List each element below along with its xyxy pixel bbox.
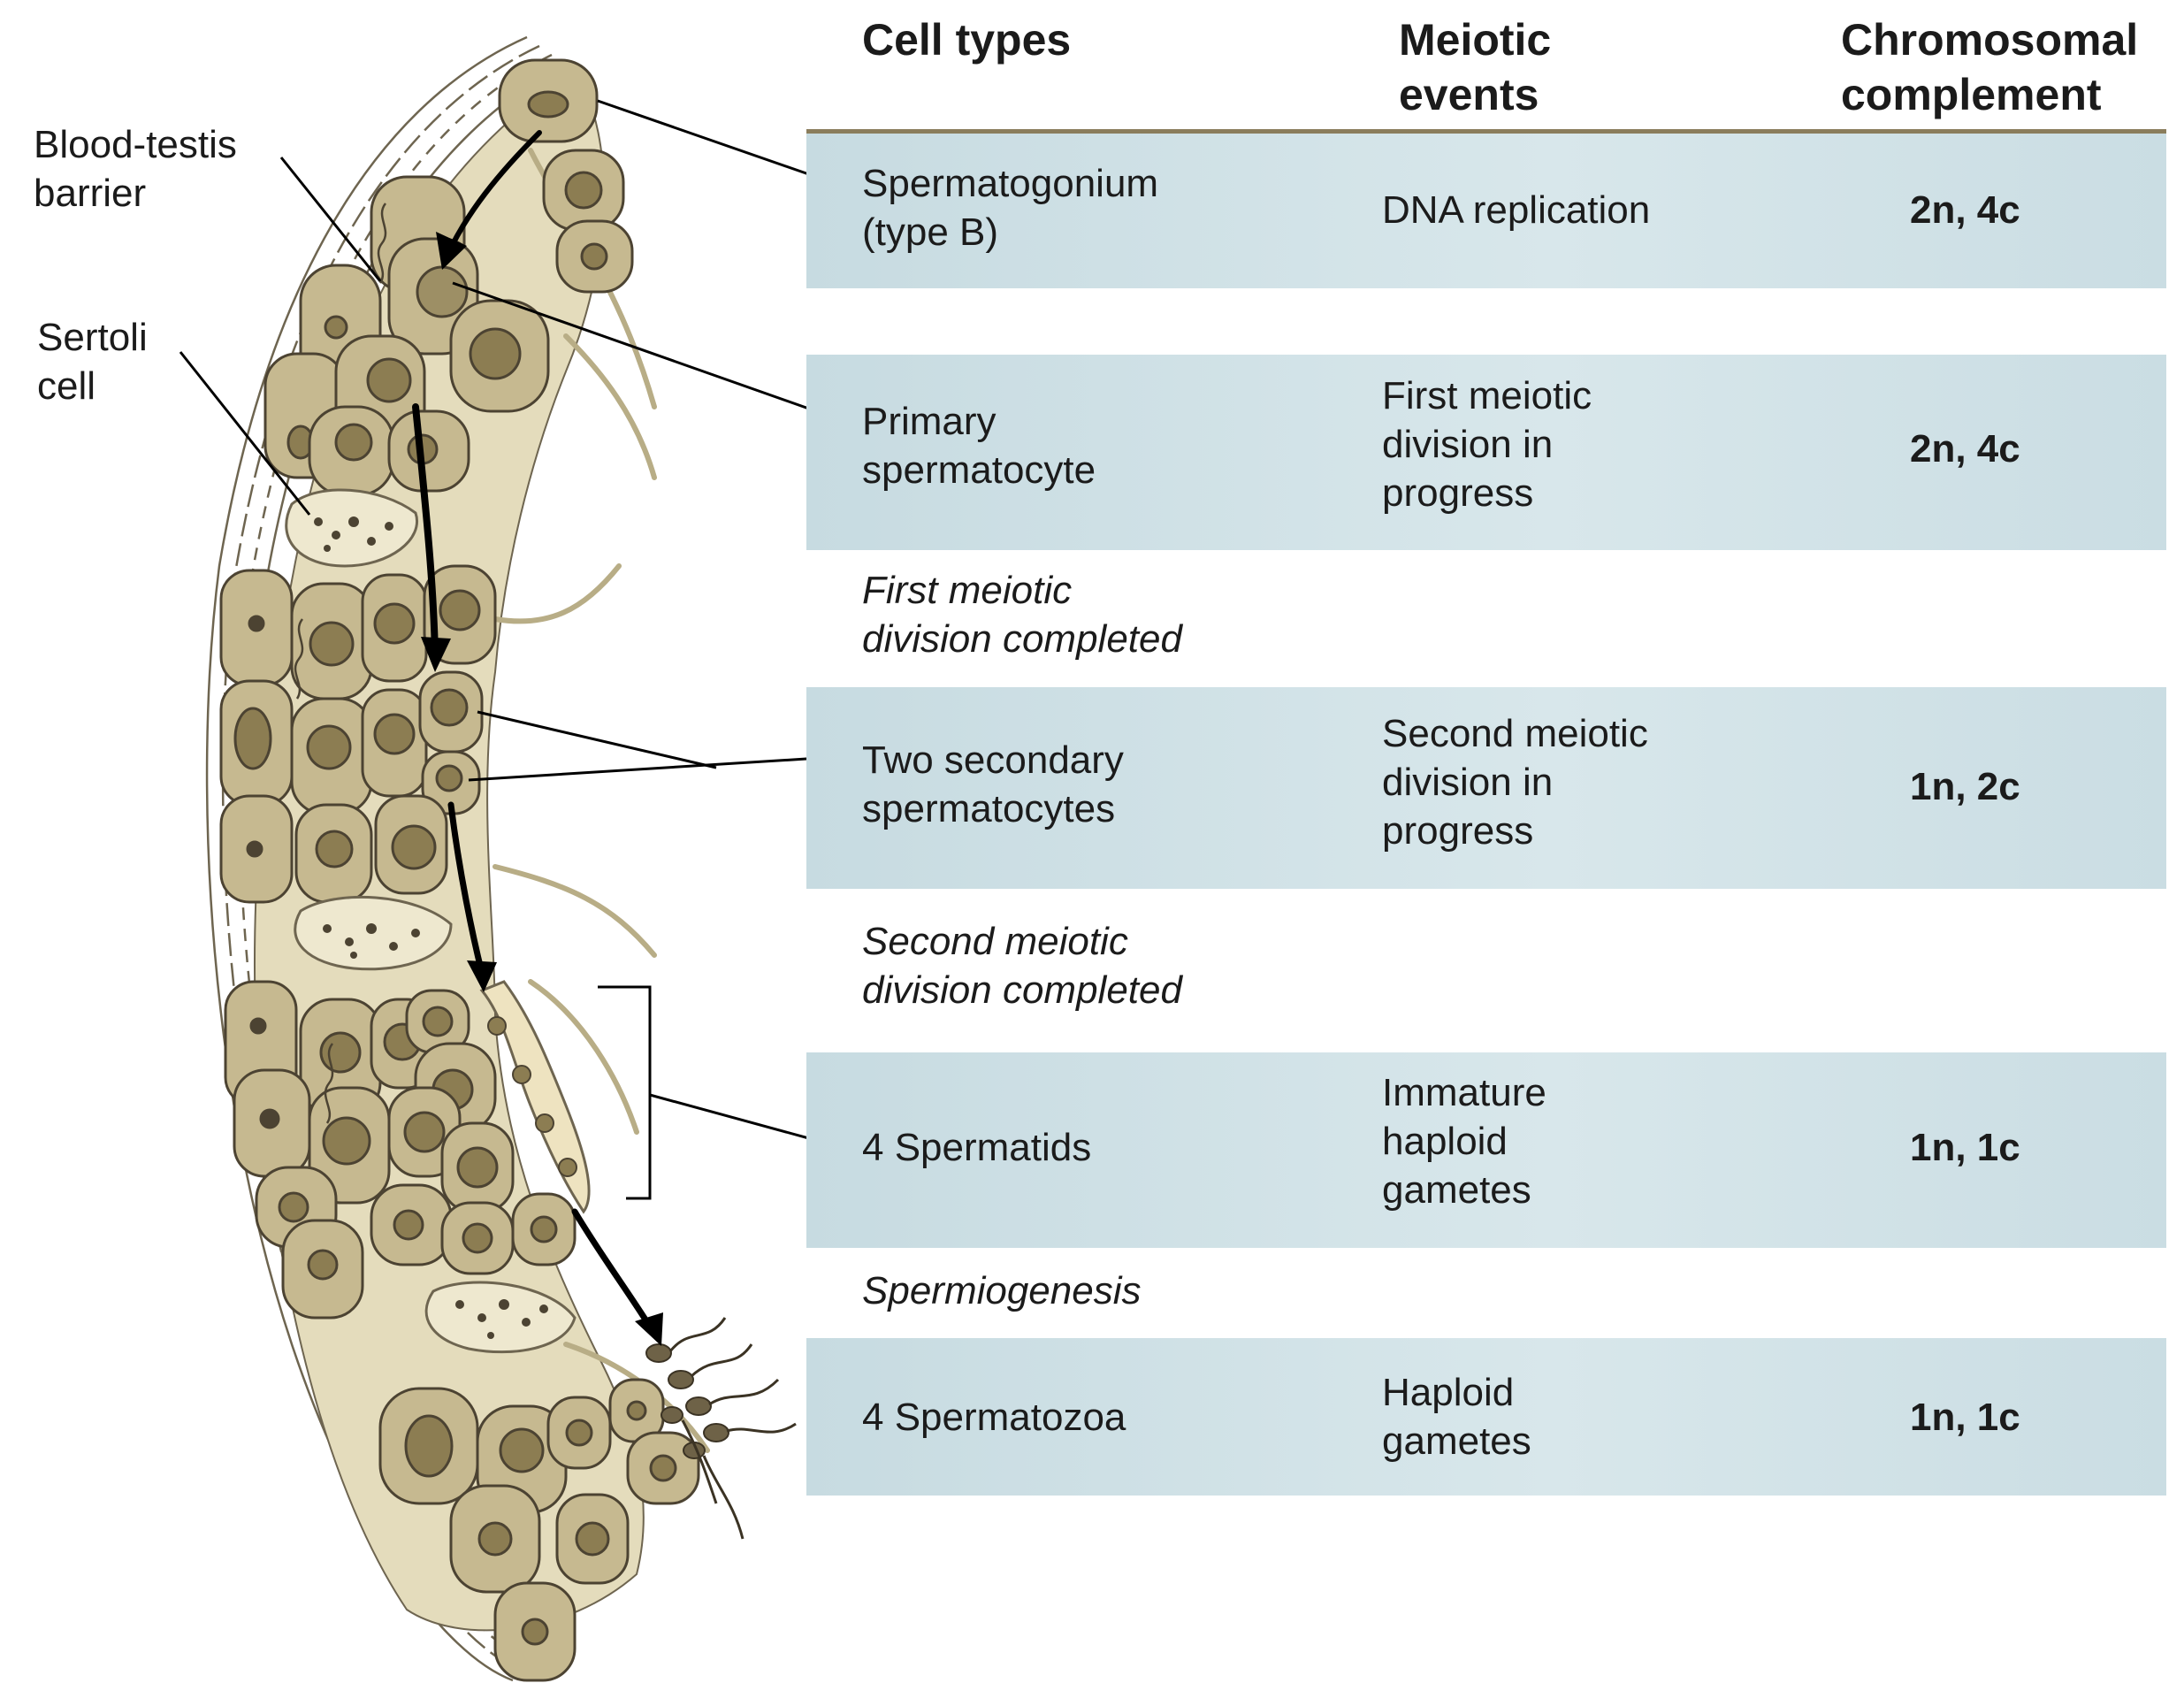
header-rule [806, 129, 2166, 134]
label-blood-testis-barrier: Blood-testis barrier [34, 123, 237, 215]
leader-lines [179, 99, 806, 1200]
progression-arrows [412, 130, 653, 1330]
complement-row-2: 2n, 4c [1910, 427, 2020, 470]
cell-type-secondary-spermatocytes: Two secondary spermatocytes [862, 738, 1124, 830]
cell-type-spermatids: 4 Spermatids [862, 1126, 1092, 1169]
complement-row-5: 1n, 1c [1910, 1396, 2020, 1439]
header-chromosomal-complement: Chromosomal complement [1841, 15, 2139, 119]
note-first-division-completed: First meiotic division completed [862, 569, 1182, 661]
arrowheads [421, 232, 663, 1346]
spermatozoa-tails [668, 1317, 797, 1540]
sertoli-cell-body [285, 488, 418, 568]
cell-type-primary-spermatocyte: Primary spermatocyte [862, 400, 1096, 492]
label-sertoli-cell: Sertoli cell [37, 316, 148, 408]
complement-row-4: 1n, 1c [1910, 1126, 2020, 1169]
cell-type-spermatogonium: Spermatogonium (type B) [862, 162, 1159, 254]
row-band-spermatogonium [806, 134, 2166, 288]
blood-testis-barrier [294, 203, 387, 1124]
spermatozoa [645, 1343, 729, 1459]
cell-type-spermatozoa: 4 Spermatozoa [862, 1396, 1126, 1439]
event-dna-replication: DNA replication [1382, 188, 1651, 232]
spermatid-nuclei [487, 1016, 577, 1177]
event-haploid-gametes: Haploid gametes [1382, 1371, 1531, 1463]
event-first-meiotic-division: First meiotic division in progress [1382, 374, 1592, 515]
header-meiotic-events: Meiotic events [1399, 15, 1552, 119]
note-second-division-completed: Second meiotic division completed [862, 920, 1182, 1012]
complement-row-1: 2n, 4c [1910, 188, 2020, 232]
header-cell-types: Cell types [862, 15, 1072, 65]
note-spermiogenesis: Spermiogenesis [862, 1269, 1142, 1312]
seminiferous-epithelium-illustration [179, 35, 806, 1682]
row-band-spermatozoa [806, 1338, 2166, 1496]
event-immature-haploid-gametes: Immature haploid gametes [1382, 1071, 1546, 1212]
row-band-spermatids [806, 1052, 2166, 1248]
complement-row-3: 1n, 2c [1910, 765, 2020, 808]
row-band-primary-spermatocyte [806, 355, 2166, 550]
event-second-meiotic-division: Second meiotic division in progress [1382, 712, 1648, 853]
row-band-secondary-spermatocytes [806, 687, 2166, 889]
sertoli-granules [314, 516, 548, 1339]
